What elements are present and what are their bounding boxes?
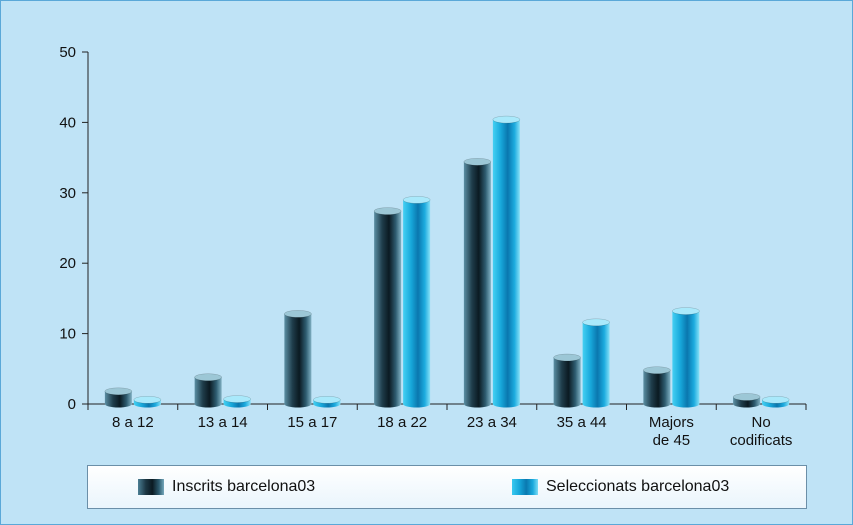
legend-swatch-series2 [512, 479, 538, 495]
x-tick-label: 8 a 12 [112, 414, 154, 431]
y-tick-label: 30 [59, 185, 76, 202]
bar-inscrits [194, 373, 222, 408]
bar-inscrits [553, 353, 581, 408]
bar-seleccionats [492, 115, 521, 408]
legend-item-seleccionats: Seleccionats barcelona03 [512, 478, 729, 496]
bar-seleccionats [672, 307, 700, 408]
y-tick-label: 40 [59, 114, 76, 131]
bar-inscrits [373, 207, 402, 408]
x-tick-label: 23 a 34 [467, 414, 517, 431]
bar-seleccionats [133, 396, 162, 408]
x-tick-label: No [752, 414, 771, 431]
x-tick-label: Majors [649, 414, 694, 431]
x-tick-label: 35 a 44 [557, 414, 607, 431]
legend: Inscrits barcelona03 Seleccionats barcel… [87, 465, 807, 509]
y-tick-label: 50 [59, 44, 76, 61]
bar-seleccionats [402, 196, 431, 408]
bar-inscrits [732, 393, 761, 408]
legend-item-inscrits: Inscrits barcelona03 [138, 478, 315, 496]
bar-seleccionats [582, 318, 610, 408]
bar-seleccionats [761, 396, 790, 408]
x-tick-label: codificats [730, 432, 793, 449]
x-tick-label: 18 a 22 [377, 414, 427, 431]
x-tick-label: 15 a 17 [287, 414, 337, 431]
bar-inscrits [104, 387, 133, 408]
legend-swatch-series1 [138, 479, 164, 495]
x-tick-label: 13 a 14 [198, 414, 248, 431]
bar-inscrits [463, 158, 492, 408]
bar-seleccionats [223, 395, 251, 408]
bar-chart: 0 10 20 30 40 50 8 a 12 13 a 14 15 a 17 18 a 22 23… [59, 44, 807, 449]
x-tick-label: de 45 [653, 432, 691, 449]
y-tick-label: 10 [59, 326, 76, 343]
bar-inscrits [643, 366, 671, 408]
bar-seleccionats [313, 396, 341, 408]
legend-label-series2: Seleccionats barcelona03 [546, 478, 730, 495]
bar-inscrits [284, 310, 312, 408]
legend-label-series1: Inscrits barcelona03 [172, 478, 316, 495]
y-tick-label: 0 [68, 396, 76, 413]
y-tick-label: 20 [59, 255, 76, 272]
